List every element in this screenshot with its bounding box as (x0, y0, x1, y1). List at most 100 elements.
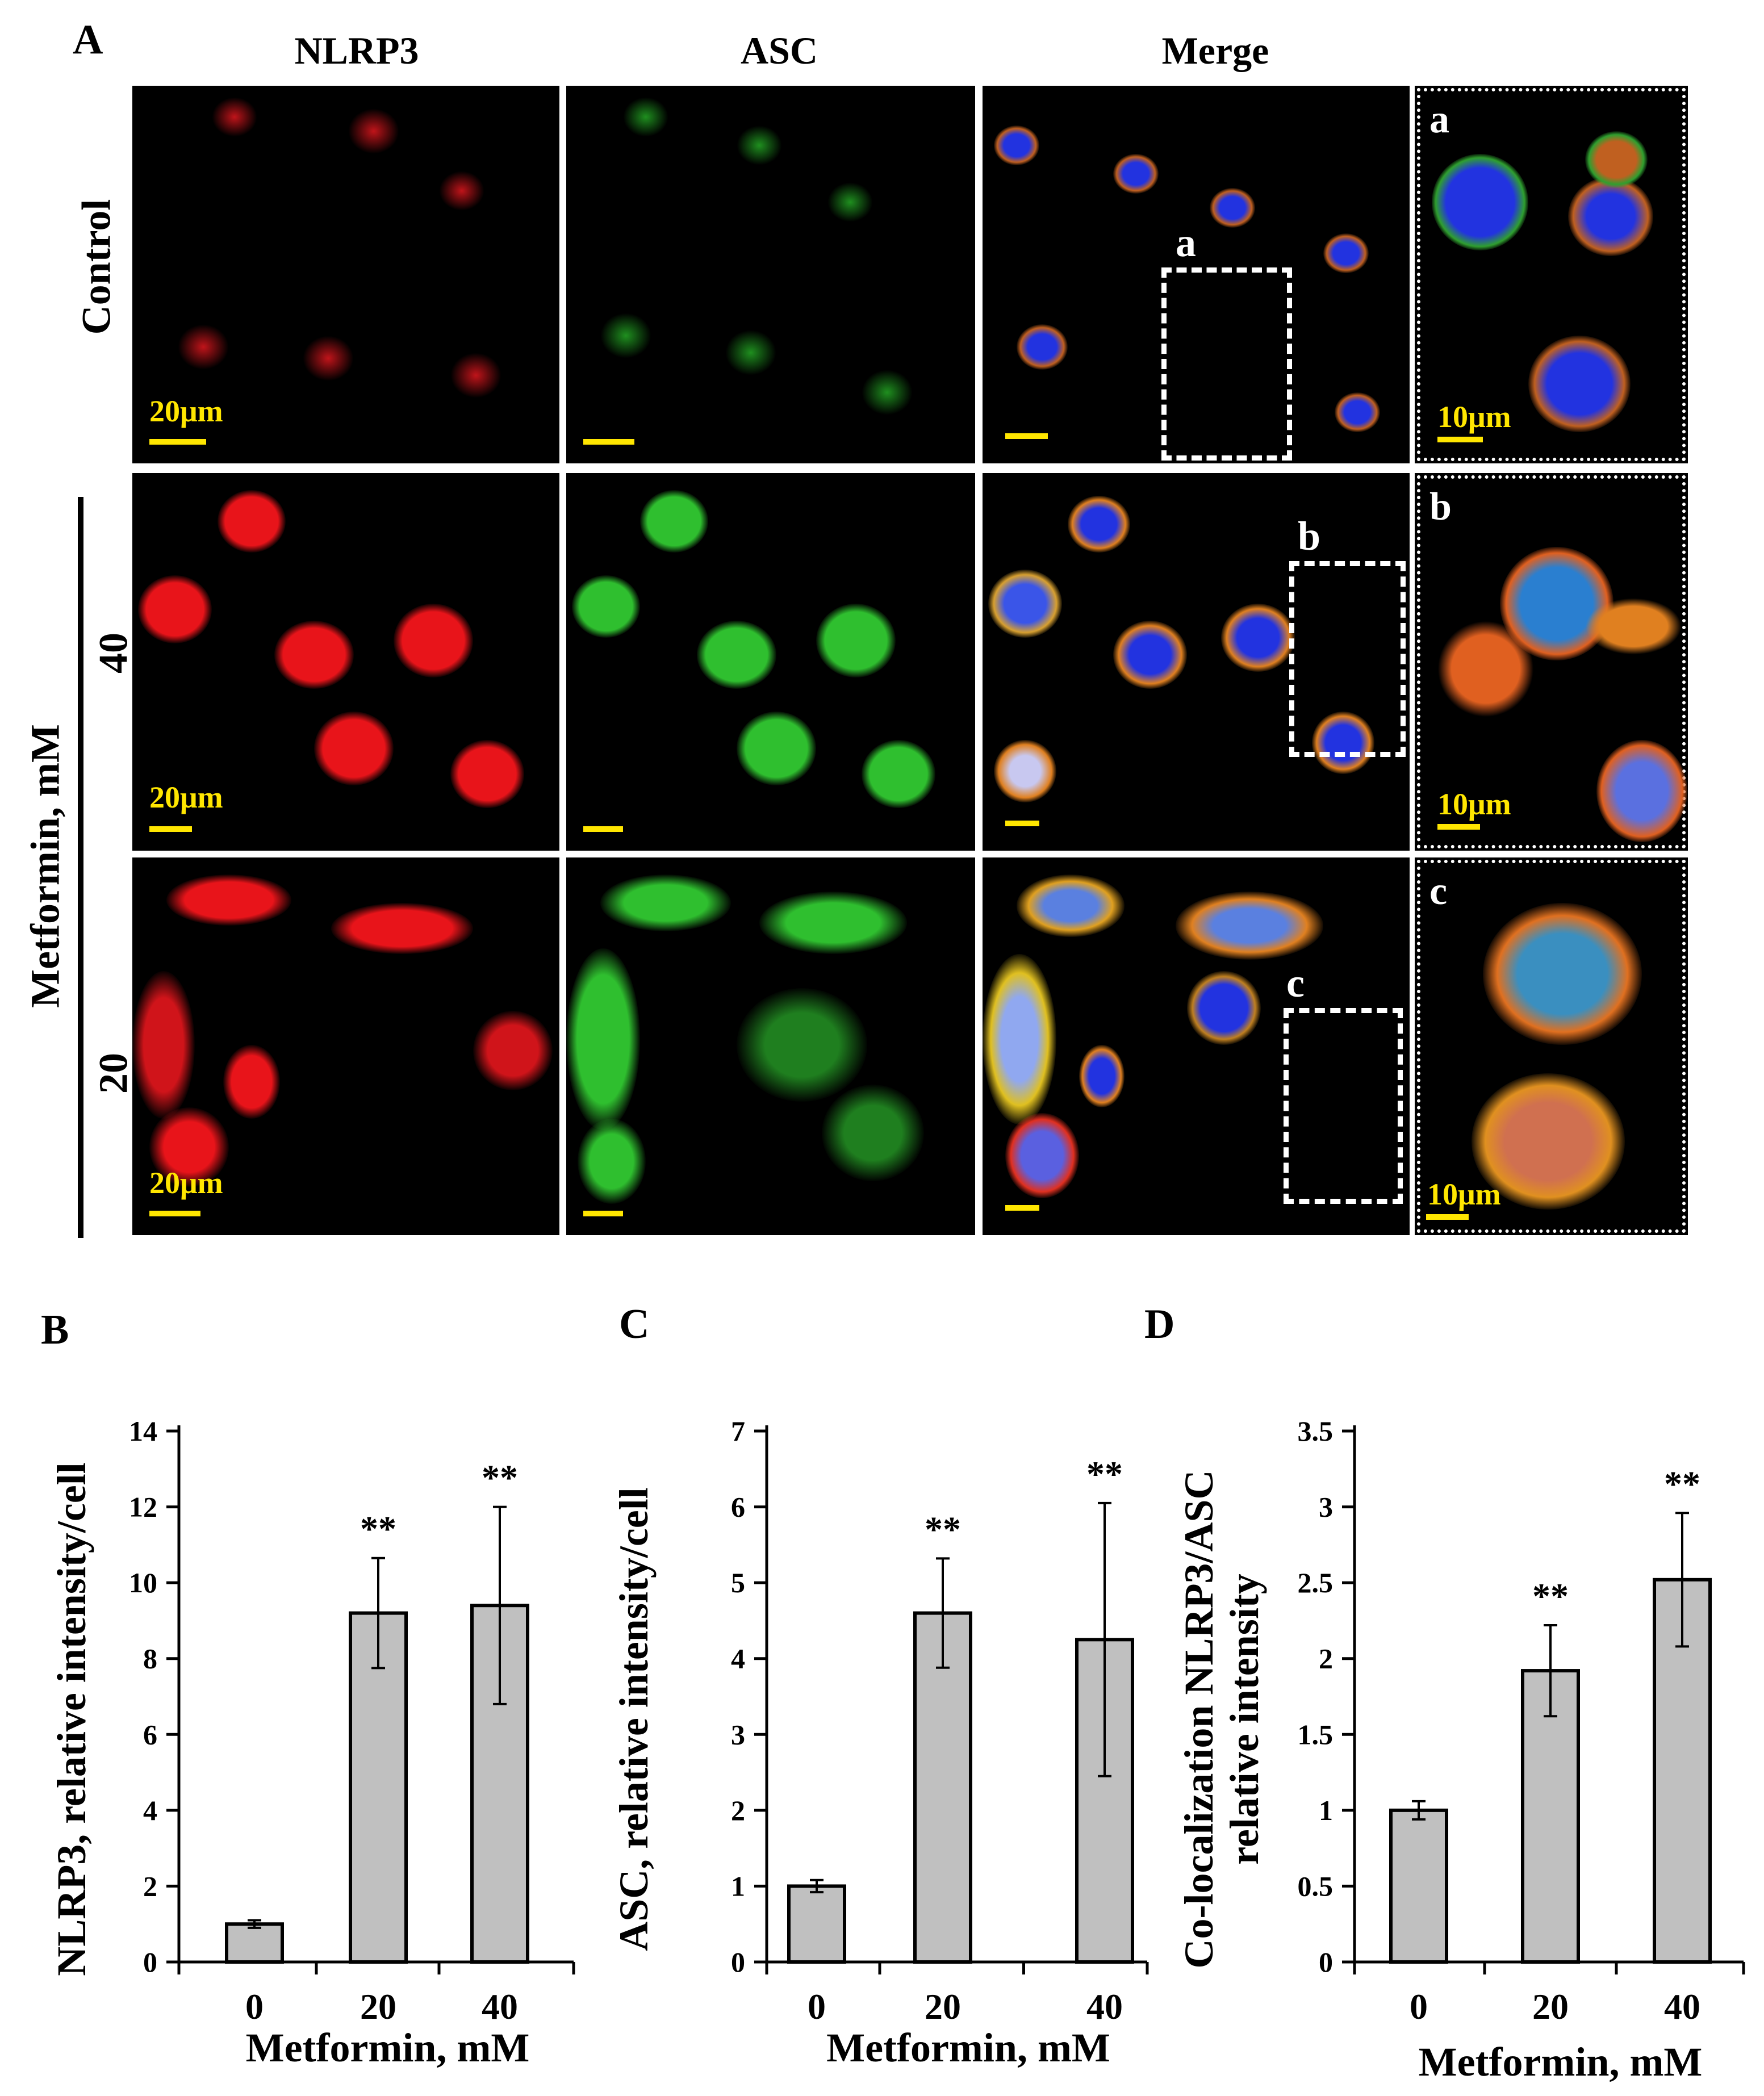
inset-label-b: b (1429, 485, 1452, 529)
cell (178, 324, 229, 370)
scale-bar-label: 20μm (149, 780, 223, 814)
cell (1335, 392, 1380, 432)
bar-chart-colocalization: 0 0.5 1 1.5 2 2.5 3 3.5 0 ** 20 ** 40 Metformin, mM Co… (1176, 1415, 1745, 2085)
image-20-merge: c (983, 857, 1410, 1235)
column-header-merge: Merge (1161, 29, 1269, 72)
y-tick-label: 7 (731, 1415, 745, 1447)
row-label-control: Control (73, 199, 119, 335)
significance-marker: ** (360, 1509, 396, 1549)
y-tick-label: 4 (143, 1794, 157, 1826)
cell (132, 971, 195, 1119)
cell (994, 125, 1039, 165)
cell (816, 604, 896, 677)
cell (725, 330, 776, 375)
cell (149, 1107, 229, 1187)
image-40-asc (566, 473, 975, 851)
cell (138, 575, 212, 643)
cell (1585, 131, 1648, 188)
cell (394, 604, 473, 677)
scale-bar-label: 10μm (1437, 787, 1511, 821)
scale-bar-label: 10μm (1427, 1177, 1501, 1211)
cell (578, 1119, 646, 1204)
y-axis-label-line: relative intensity (1222, 1574, 1267, 1865)
cell (1079, 1045, 1125, 1107)
cell (623, 97, 668, 137)
y-axis-label: ASC, relative intensity/cell (611, 1487, 657, 1951)
x-tick-label: 0 (1410, 1986, 1428, 2027)
cell (994, 740, 1056, 802)
y-tick-label: 3 (731, 1718, 745, 1750)
y-tick-label: 0 (1319, 1946, 1333, 1978)
y-tick-label: 3 (1319, 1491, 1333, 1523)
cell (737, 125, 782, 165)
cell (439, 171, 484, 211)
bar (787, 1884, 846, 1964)
y-tick-label: 0 (143, 1946, 157, 1978)
cell (600, 313, 651, 358)
panel-label-d: D (1144, 1301, 1175, 1348)
cell (983, 954, 1056, 1124)
significance-marker: ** (1086, 1454, 1123, 1494)
cell (450, 353, 501, 398)
x-tick-label: 20 (925, 1986, 961, 2027)
cell (1528, 336, 1631, 432)
panel-label-a: A (73, 16, 103, 63)
y-tick-label: 2 (1319, 1643, 1333, 1675)
x-tick-label: 20 (1532, 1986, 1569, 2027)
cell (1483, 903, 1642, 1045)
cell (331, 903, 473, 954)
x-axis-label: Metformin, mM (826, 2025, 1110, 2070)
y-axis-label: NLRP3, relative intensity/cell (49, 1462, 94, 1976)
image-20-asc (566, 857, 975, 1235)
x-tick-label: 40 (482, 1986, 518, 2027)
column-header-nlrp3: NLRP3 (294, 29, 419, 72)
cell (1596, 740, 1687, 842)
cell (1568, 177, 1653, 256)
cell (1585, 598, 1682, 655)
cell (1017, 875, 1125, 937)
x-axis-label: Metformin, mM (1419, 2039, 1703, 2085)
inset-image-a: a 10μm (1415, 86, 1688, 463)
cell (223, 1045, 280, 1119)
cell (1437, 621, 1534, 717)
scale-bar (583, 1211, 623, 1216)
roi-box-c (1284, 1008, 1403, 1204)
cell (1221, 604, 1295, 672)
column-header-asc: ASC (740, 29, 818, 72)
row-label-metformin: Metformin, mM (22, 724, 68, 1008)
scale-bar (583, 826, 623, 832)
x-tick-label: 0 (808, 1986, 826, 2027)
scale-bar (1426, 1214, 1469, 1220)
group-bracket-line (78, 497, 83, 1238)
significance-marker: ** (482, 1458, 518, 1498)
cell (737, 712, 816, 785)
scale-bar-label: 20μm (149, 394, 223, 428)
y-tick-label: 2 (143, 1870, 157, 1902)
scale-bar (1437, 824, 1480, 830)
inset-image-c: c 10μm (1415, 857, 1688, 1235)
cell (1005, 1113, 1079, 1198)
bar (913, 1611, 972, 1964)
bar (225, 1922, 284, 1964)
scale-bar (1005, 1205, 1039, 1211)
significance-marker: ** (1664, 1463, 1700, 1504)
panel-label-c: C (619, 1301, 650, 1348)
y-tick-label: 1.5 (1298, 1718, 1334, 1750)
cell (1113, 621, 1187, 689)
cell (314, 712, 394, 785)
panel-label-b: B (41, 1307, 69, 1353)
scale-bar (149, 439, 206, 445)
image-40-merge: b (983, 473, 1410, 851)
scale-bar (149, 826, 192, 832)
cell (822, 1085, 924, 1181)
cell (737, 988, 867, 1102)
cell (759, 892, 907, 954)
scale-bar-label: 10μm (1437, 400, 1511, 434)
scale-bar (1005, 433, 1048, 439)
cell (827, 182, 873, 222)
row-label-dose-40: 40 (90, 633, 136, 673)
y-tick-label: 14 (129, 1415, 157, 1447)
significance-marker: ** (925, 1509, 961, 1549)
cell (862, 370, 913, 415)
bar (1389, 1808, 1448, 1964)
